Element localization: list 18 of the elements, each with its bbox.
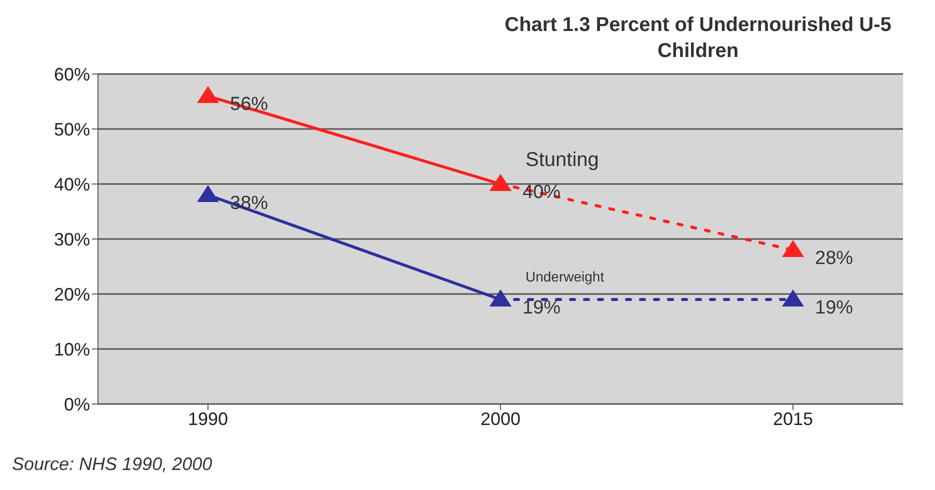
y-tick-label: 20% (54, 284, 90, 304)
y-tick-label: 40% (54, 174, 90, 194)
series-label: Underweight (526, 268, 604, 284)
chart-title: Chart 1.3 Percent of Undernourished U-5 Children (504, 13, 892, 64)
y-tick-label: 60% (54, 64, 90, 84)
data-label: 28% (815, 248, 854, 269)
y-tick-label: 30% (54, 229, 90, 250)
x-tick-label: 1990 (188, 408, 228, 429)
data-label: 19% (522, 298, 561, 318)
x-tick-label: 2000 (480, 408, 521, 429)
y-tick-label: 50% (54, 119, 90, 140)
series-label: Stunting (526, 149, 599, 171)
y-tick-label: 10% (54, 339, 90, 360)
x-tick-label: 2015 (772, 408, 814, 429)
data-label: 19% (815, 298, 854, 318)
data-label: 38% (230, 193, 268, 214)
y-tick-label: 0% (64, 394, 90, 414)
source-note: Source: NHS 1990, 2000 (12, 454, 214, 475)
